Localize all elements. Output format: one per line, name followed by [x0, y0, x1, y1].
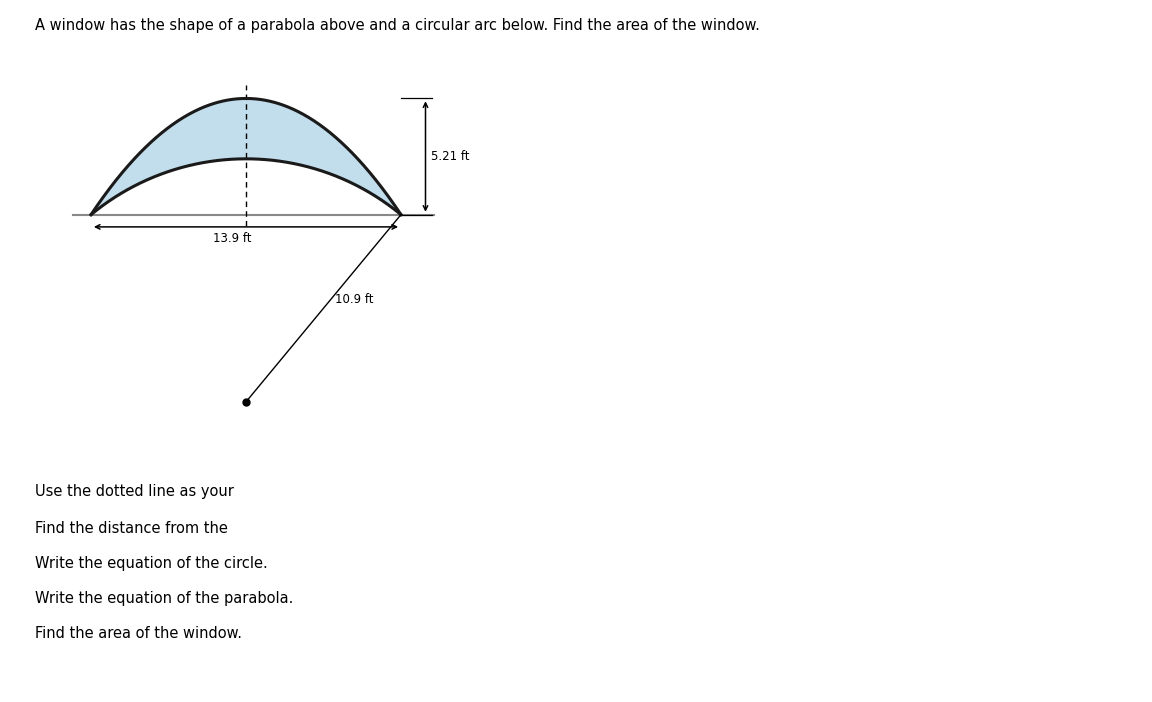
Text: 5.21 ft: 5.21 ft [431, 150, 470, 163]
Polygon shape [91, 98, 401, 215]
Text: Find the area of the window.: Find the area of the window. [35, 626, 242, 641]
Text: Write the equation of the circle.: Write the equation of the circle. [35, 556, 267, 571]
Text: Write the equation of the parabola.: Write the equation of the parabola. [35, 591, 293, 606]
Text: 13.9 ft: 13.9 ft [213, 232, 251, 246]
Text: 10.9 ft: 10.9 ft [334, 293, 373, 306]
Text: A window has the shape of a parabola above and a circular arc below. Find the ar: A window has the shape of a parabola abo… [35, 18, 759, 32]
Text: Use the dotted line as your: Use the dotted line as your [35, 484, 238, 499]
Text: Find the distance from the: Find the distance from the [35, 521, 232, 536]
